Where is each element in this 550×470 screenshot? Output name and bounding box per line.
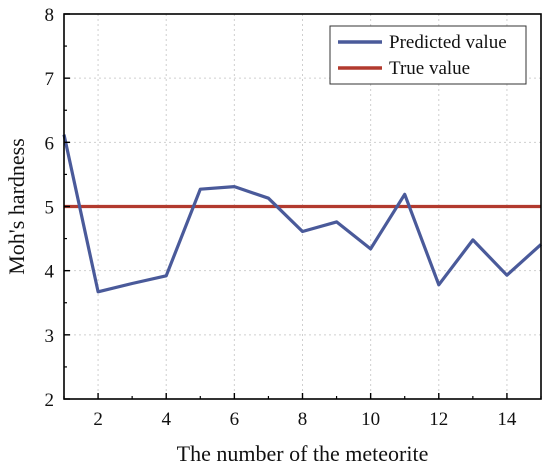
x-axis-title: The number of the meteorite	[177, 441, 429, 466]
legend-label-true: True value	[389, 58, 470, 79]
axis-ticks: 2 3 4 5 6 7 8 2 4 6 8 10 12 14	[45, 5, 542, 430]
legend-label-predicted: Predicted value	[389, 32, 507, 53]
legend-box	[329, 25, 527, 85]
x-tick-label: 6	[230, 409, 240, 430]
x-tick-label: 2	[93, 409, 103, 430]
y-tick-label: 5	[45, 198, 55, 219]
y-tick-label: 4	[45, 262, 55, 283]
y-axis-title: Moh's hardness	[4, 138, 29, 275]
x-tick-label: 12	[429, 409, 448, 430]
y-tick-label: 6	[45, 133, 55, 154]
y-tick-label: 2	[45, 390, 55, 411]
y-tick-label: 7	[45, 69, 55, 90]
x-tick-label: 8	[298, 409, 308, 430]
x-tick-label: 10	[361, 409, 380, 430]
y-tick-label: 3	[45, 326, 55, 347]
legend: Predicted value True value	[329, 25, 527, 85]
plot-series	[62, 134, 543, 294]
x-tick-label: 4	[161, 409, 171, 430]
x-tick-label: 14	[497, 409, 517, 430]
series-line-predicted	[62, 134, 543, 294]
y-tick-label: 8	[45, 5, 55, 26]
grid	[64, 14, 541, 399]
